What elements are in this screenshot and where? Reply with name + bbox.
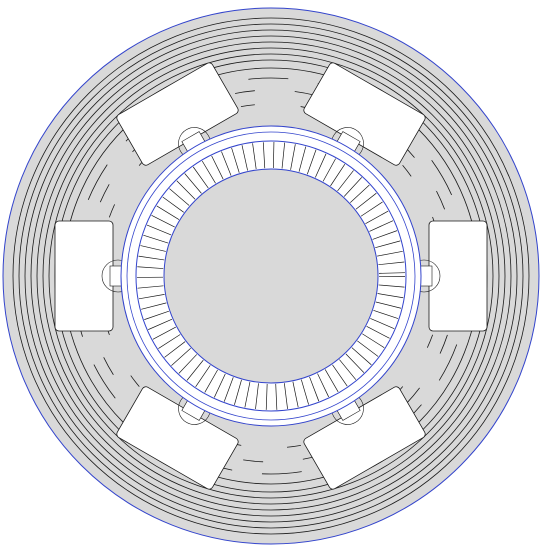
gap-ring [135, 140, 407, 412]
rotor [163, 168, 379, 384]
gap-flux-lines [137, 142, 405, 410]
bore-inner [126, 131, 416, 421]
